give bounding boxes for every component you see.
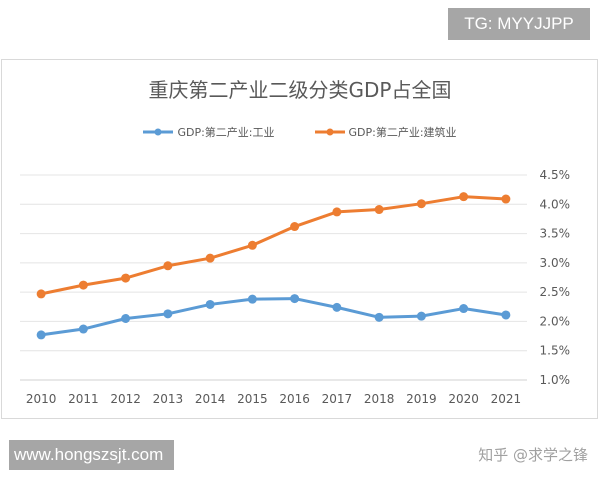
data-point-1-2013: [163, 261, 173, 271]
x-tick-label: 2018: [364, 392, 395, 406]
y-tick-label: 2.0%: [540, 314, 571, 328]
data-point-0-2012: [121, 314, 131, 323]
y-tick-label: 3.5%: [540, 227, 571, 241]
data-point-1-2015: [247, 240, 257, 250]
data-point-0-2010: [36, 330, 46, 340]
watermark: 知乎 @求学之锋: [478, 446, 588, 464]
y-tick-label: 3.0%: [540, 256, 571, 270]
data-point-1-2011: [78, 280, 88, 290]
legend-swatch-construction: [314, 128, 345, 136]
x-tick-label: 2010: [26, 392, 57, 406]
x-tick-label: 2014: [195, 392, 226, 406]
x-tick-label: 2017: [322, 392, 353, 406]
series-line-1: [40, 195, 506, 296]
data-point-0-2020: [459, 304, 469, 314]
data-point-1-2012: [121, 273, 131, 283]
banner-bottom: www.hongszsjt.com: [9, 440, 174, 470]
data-point-1-2018: [374, 205, 384, 215]
legend-item-construction: GDP:第二产业:建筑业: [314, 124, 457, 140]
x-tick-label: 2020: [448, 392, 479, 406]
legend-label-construction: GDP:第二产业:建筑业: [348, 126, 457, 139]
data-point-1-2019: [416, 199, 426, 209]
data-point-0-2011: [78, 324, 88, 334]
data-point-0-2017: [332, 302, 342, 312]
data-point-1-2014: [205, 253, 215, 263]
chart-title: 重庆第二产业二级分类GDP占全国: [148, 78, 452, 102]
chart-frame: [1, 59, 598, 419]
data-point-0-2016: [290, 294, 300, 304]
x-tick-label: 2016: [279, 392, 310, 406]
legend-label-industry: GDP:第二产业:工业: [177, 126, 275, 139]
legend: GDP:第二产业:工业 GDP:第二产业:建筑业: [0, 124, 600, 140]
data-point-1-2016: [290, 222, 300, 232]
legend-item-industry: GDP:第二产业:工业: [143, 124, 275, 140]
data-point-1-2021: [501, 194, 511, 204]
y-tick-label: 1.0%: [540, 373, 571, 387]
data-point-1-2017: [332, 207, 342, 217]
x-tick-label: 2021: [491, 392, 522, 406]
data-point-0-2014: [205, 299, 215, 309]
x-tick-label: 2011: [68, 392, 99, 406]
data-point-0-2013: [163, 309, 173, 319]
data-point-1-2020: [459, 192, 469, 202]
x-tick-label: 2015: [237, 392, 268, 406]
x-tick-label: 2019: [406, 392, 437, 406]
x-tick-label: 2013: [153, 392, 184, 406]
y-tick-label: 2.5%: [540, 285, 571, 299]
data-point-0-2015: [247, 294, 257, 304]
y-tick-label: 1.5%: [540, 344, 571, 358]
data-point-0-2018: [374, 312, 384, 322]
y-tick-label: 4.5%: [540, 168, 571, 182]
series-line-0: [40, 297, 507, 337]
data-point-0-2021: [501, 310, 511, 320]
y-tick-label: 4.0%: [540, 197, 571, 211]
data-point-0-2019: [416, 311, 426, 321]
legend-swatch-industry: [143, 128, 174, 136]
data-point-1-2010: [36, 289, 46, 299]
x-tick-label: 2012: [110, 392, 141, 406]
banner-top: TG: MYYJJPP: [448, 8, 590, 40]
